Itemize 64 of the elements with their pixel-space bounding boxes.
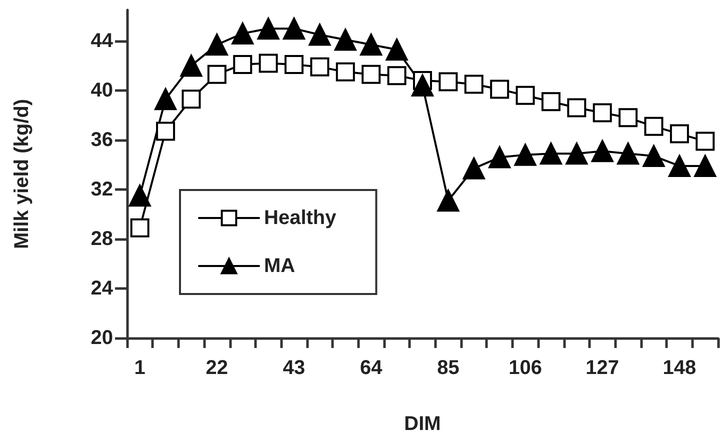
point <box>128 184 151 207</box>
y-tick-label: 20 <box>90 327 113 349</box>
x-axis-title: DIM <box>404 413 441 435</box>
point <box>412 74 434 96</box>
point <box>284 54 304 74</box>
point <box>207 64 226 84</box>
x-tick-label: 106 <box>508 357 542 379</box>
x-tick-label: 127 <box>586 357 620 379</box>
point <box>310 57 330 76</box>
point <box>283 18 306 40</box>
x-tick-label: 64 <box>360 357 384 379</box>
x-tick-label: 1 <box>134 357 146 379</box>
point <box>514 144 536 166</box>
point <box>258 54 278 73</box>
point <box>490 80 510 99</box>
y-tick-label: 32 <box>90 178 113 200</box>
point <box>438 72 458 92</box>
point <box>617 142 640 165</box>
point <box>696 132 715 151</box>
point <box>567 98 586 118</box>
point <box>308 24 331 46</box>
y-tick-label: 44 <box>90 30 114 52</box>
point <box>644 116 664 136</box>
legend-label: Healthy <box>264 207 338 229</box>
point <box>233 54 252 74</box>
x-tick-label: 43 <box>282 357 306 379</box>
point <box>694 154 716 177</box>
x-tick-label: 148 <box>662 357 696 379</box>
point <box>154 88 177 110</box>
x-tick-label: 85 <box>437 357 460 379</box>
point <box>362 64 381 84</box>
point <box>257 18 280 40</box>
point <box>668 154 690 177</box>
point <box>566 142 588 165</box>
point <box>182 90 201 109</box>
point <box>670 124 689 144</box>
y-tick-label: 28 <box>90 228 113 250</box>
point <box>387 66 406 86</box>
point <box>464 74 484 94</box>
point <box>642 145 665 168</box>
point <box>180 54 202 77</box>
point <box>540 142 562 165</box>
point <box>206 34 228 56</box>
point <box>592 103 612 122</box>
point <box>462 157 485 180</box>
point <box>336 62 355 82</box>
point <box>360 34 382 56</box>
point <box>334 28 356 51</box>
point <box>130 218 150 238</box>
y-tick-label: 36 <box>90 128 113 151</box>
point <box>618 108 638 128</box>
y-tick-label: 24 <box>90 277 114 300</box>
point <box>591 140 614 162</box>
point <box>488 146 511 168</box>
point <box>232 22 254 45</box>
x-tick-label: 22 <box>206 357 228 379</box>
legend-label: MA <box>264 255 296 277</box>
y-axis-title: Milk yield (kg/d) <box>11 98 33 250</box>
y-tick-label: 40 <box>90 79 113 102</box>
point <box>386 38 408 61</box>
point <box>541 92 560 112</box>
point <box>437 190 460 212</box>
point <box>516 86 535 105</box>
point <box>156 122 176 141</box>
